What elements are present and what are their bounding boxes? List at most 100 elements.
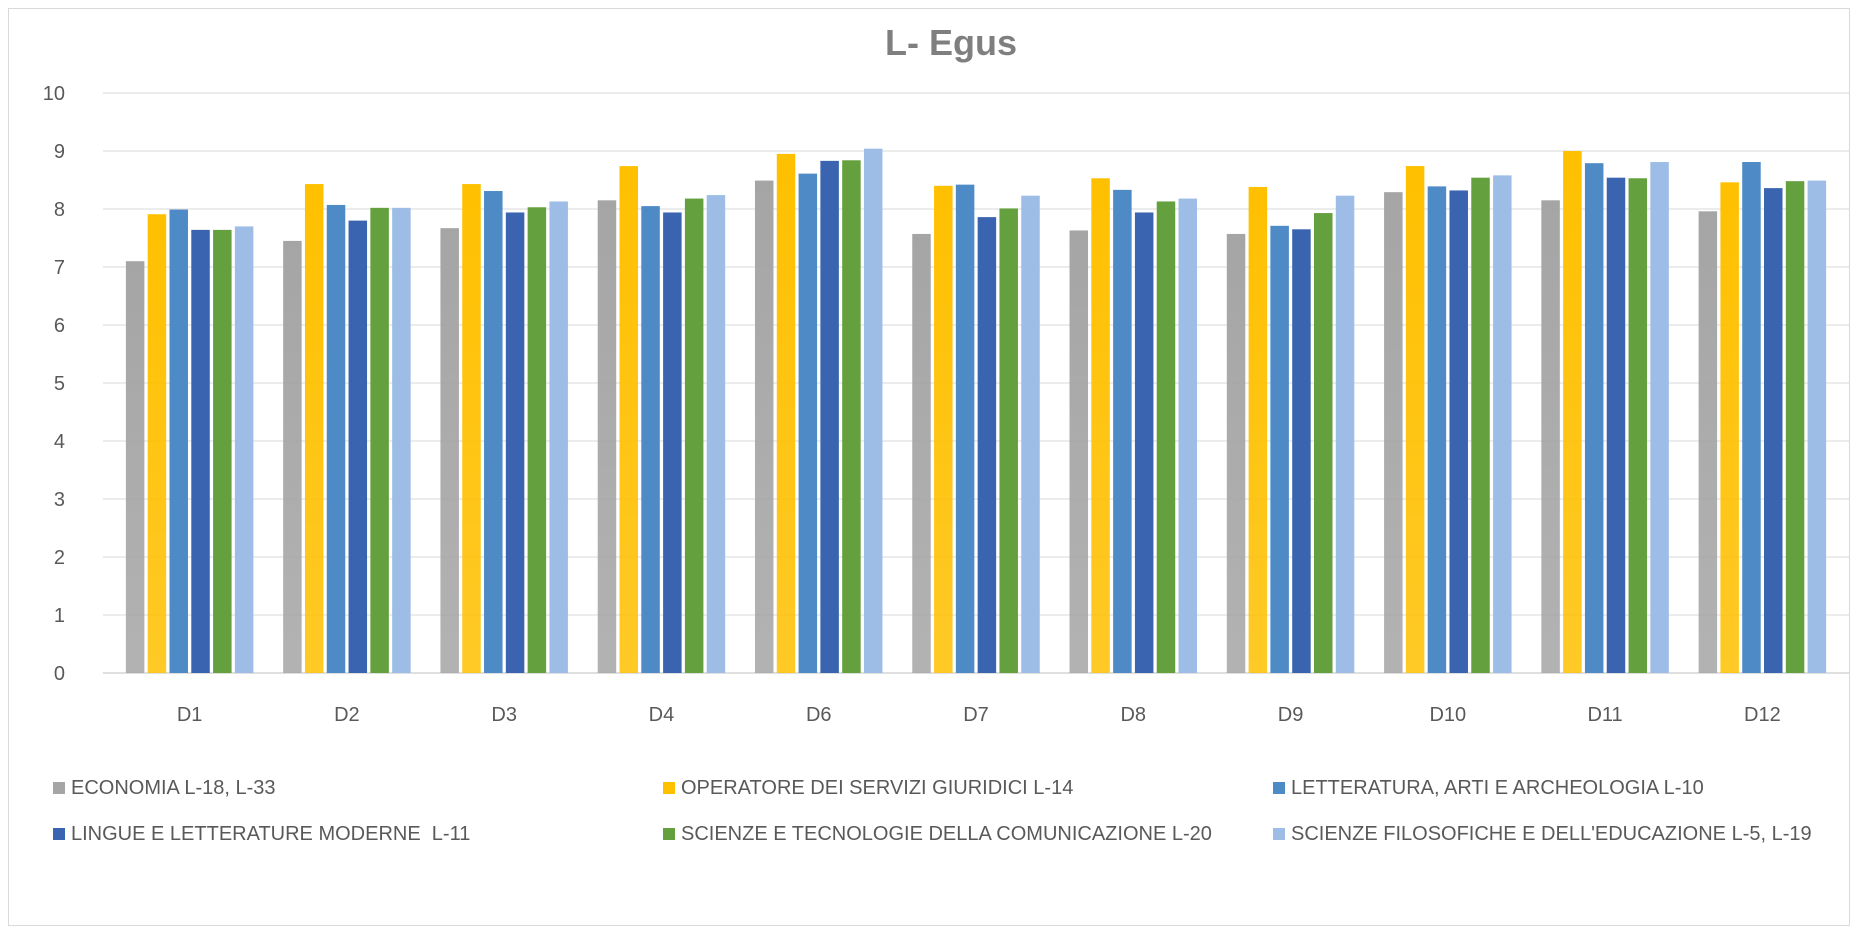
x-tick-label: D8 <box>1120 704 1146 726</box>
y-tick-label: 8 <box>54 199 65 221</box>
bar-chart: L- Egus 0 1 2 3 4 5 6 7 8 9 10 D1 D2 D3 D4 D6 D7 D8 D9 D10… <box>43 22 1849 845</box>
bar-d4-economia-l-18-l-33 <box>597 200 617 674</box>
bar-d1-scienze-e-tecnologie-della-comunicazione-l-20 <box>213 229 232 673</box>
bar-d11-scienze-filosofiche-e-dell-educazione-l-5-l-19 <box>1650 162 1669 673</box>
bar-d1-letteratura-arti-e-archeologia-l-10 <box>169 209 188 673</box>
bar-d9-letteratura-arti-e-archeologia-l-10 <box>1270 225 1289 673</box>
x-tick-label: D4 <box>649 704 675 726</box>
bar-d6-scienze-e-tecnologie-della-comunicazione-l-20 <box>842 160 861 673</box>
x-tick-label: D9 <box>1278 704 1304 726</box>
bar-d9-economia-l-18-l-33 <box>1226 233 1246 673</box>
bar-d8-lingue-e-letterature-moderne-l-11 <box>1134 212 1154 674</box>
bar-d7-operatore-dei-servizi-giuridici-l-14 <box>934 185 953 674</box>
bar-d7-scienze-e-tecnologie-della-comunicazione-l-20 <box>999 208 1018 674</box>
bar-d9-scienze-filosofiche-e-dell-educazione-l-5-l-19 <box>1335 195 1355 673</box>
x-tick-label: D6 <box>806 704 832 726</box>
bar-d7-lingue-e-letterature-moderne-l-11 <box>977 217 997 673</box>
legend-label-operatore-dei-servizi-giuridici-l-14: OPERATORE DEI SERVIZI GIURIDICI L-14 <box>681 777 1073 799</box>
bar-d12-operatore-dei-servizi-giuridici-l-14 <box>1720 182 1739 673</box>
bar-d8-scienze-filosofiche-e-dell-educazione-l-5-l-19 <box>1178 198 1198 673</box>
bar-d1-lingue-e-letterature-moderne-l-11 <box>191 229 210 673</box>
bar-d8-economia-l-18-l-33 <box>1069 230 1089 673</box>
bar-d4-scienze-filosofiche-e-dell-educazione-l-5-l-19 <box>706 195 726 673</box>
legend-swatch-economia-l-18-l-33 <box>53 782 65 794</box>
y-tick-label: 9 <box>54 141 65 163</box>
bar-d3-letteratura-arti-e-archeologia-l-10 <box>484 191 503 673</box>
bar-d6-scienze-filosofiche-e-dell-educazione-l-5-l-19 <box>863 148 883 673</box>
legend-swatch-scienze-filosofiche-e-dell-educazione-l-5-l-19 <box>1273 828 1285 840</box>
legend-swatch-lingue-e-letterature-moderne-l-11 <box>53 828 65 840</box>
x-tick-label: D11 <box>1587 704 1622 726</box>
x-tick-label: D7 <box>963 704 989 726</box>
x-tick-label: D10 <box>1429 704 1466 726</box>
bar-d2-economia-l-18-l-33 <box>283 240 302 673</box>
legend-label-economia-l-18-l-33: ECONOMIA L-18, L-33 <box>71 777 276 799</box>
bar-d12-letteratura-arti-e-archeologia-l-10 <box>1742 162 1761 673</box>
y-tick-label: 1 <box>54 605 65 627</box>
x-axis-tick-labels: D1 D2 D3 D4 D6 D7 D8 D9 D10 D11 D12 <box>177 704 1781 726</box>
y-tick-label: 7 <box>54 257 65 279</box>
bar-d4-letteratura-arti-e-archeologia-l-10 <box>641 206 660 673</box>
bar-d2-operatore-dei-servizi-giuridici-l-14 <box>304 184 324 673</box>
bar-d7-letteratura-arti-e-archeologia-l-10 <box>955 184 975 673</box>
legend-label-letteratura-arti-e-archeologia-l-10: LETTERATURA, ARTI E ARCHEOLOGIA L-10 <box>1291 777 1704 799</box>
bar-d12-economia-l-18-l-33 <box>1698 211 1718 673</box>
bars <box>125 148 1827 674</box>
chart-area: L- Egus 0 1 2 3 4 5 6 7 8 9 10 D1 D2 D3 D4 D6 D7 D8 D9 D10… <box>8 8 1850 926</box>
bar-d3-economia-l-18-l-33 <box>440 228 459 673</box>
bar-d9-operatore-dei-servizi-giuridici-l-14 <box>1248 186 1268 673</box>
y-tick-label: 10 <box>43 83 65 105</box>
bar-d4-lingue-e-letterature-moderne-l-11 <box>663 212 682 674</box>
y-tick-label: 0 <box>54 663 65 685</box>
bar-d6-lingue-e-letterature-moderne-l-11 <box>820 160 839 674</box>
bar-d10-operatore-dei-servizi-giuridici-l-14 <box>1405 166 1425 673</box>
bar-d10-lingue-e-letterature-moderne-l-11 <box>1449 190 1468 673</box>
bar-d2-lingue-e-letterature-moderne-l-11 <box>348 220 368 673</box>
y-tick-label: 5 <box>54 373 65 395</box>
bar-d1-scienze-filosofiche-e-dell-educazione-l-5-l-19 <box>234 226 254 673</box>
bar-d3-scienze-e-tecnologie-della-comunicazione-l-20 <box>527 207 547 673</box>
legend-swatch-letteratura-arti-e-archeologia-l-10 <box>1273 782 1285 794</box>
chart-title: L- Egus <box>885 22 1017 63</box>
bar-d1-operatore-dei-servizi-giuridici-l-14 <box>147 214 167 673</box>
legend: ECONOMIA L-18, L-33 OPERATORE DEI SERVIZI… <box>53 777 1812 845</box>
x-tick-label: D2 <box>334 704 360 726</box>
x-tick-label: D1 <box>177 704 203 726</box>
bar-d6-operatore-dei-servizi-giuridici-l-14 <box>776 153 796 673</box>
bar-d8-scienze-e-tecnologie-della-comunicazione-l-20 <box>1156 201 1176 673</box>
bar-d1-economia-l-18-l-33 <box>125 261 145 673</box>
bar-d11-letteratura-arti-e-archeologia-l-10 <box>1584 163 1604 673</box>
bar-d4-operatore-dei-servizi-giuridici-l-14 <box>619 166 639 673</box>
bar-d6-economia-l-18-l-33 <box>754 180 774 673</box>
bar-d6-letteratura-arti-e-archeologia-l-10 <box>798 173 818 673</box>
y-tick-label: 6 <box>54 315 65 337</box>
bar-d8-operatore-dei-servizi-giuridici-l-14 <box>1091 178 1110 673</box>
bar-d8-letteratura-arti-e-archeologia-l-10 <box>1113 189 1132 674</box>
x-tick-label: D3 <box>491 704 517 726</box>
legend-label-scienze-filosofiche-e-dell-educazione-l-5-l-19: SCIENZE FILOSOFICHE E DELL'EDUCAZIONE L-… <box>1291 823 1812 845</box>
x-tick-label: D12 <box>1744 704 1781 726</box>
bar-d12-scienze-e-tecnologie-della-comunicazione-l-20 <box>1785 181 1805 673</box>
y-tick-label: 2 <box>54 547 65 569</box>
bar-d3-operatore-dei-servizi-giuridici-l-14 <box>462 184 481 673</box>
bar-d2-letteratura-arti-e-archeologia-l-10 <box>326 204 346 673</box>
y-axis-tick-labels: 0 1 2 3 4 5 6 7 8 9 10 <box>43 83 65 685</box>
bar-d11-operatore-dei-servizi-giuridici-l-14 <box>1563 151 1582 673</box>
bar-d2-scienze-e-tecnologie-della-comunicazione-l-20 <box>370 207 389 673</box>
y-tick-label: 4 <box>54 431 65 453</box>
bar-d3-lingue-e-letterature-moderne-l-11 <box>505 212 525 674</box>
bar-d10-scienze-e-tecnologie-della-comunicazione-l-20 <box>1471 177 1490 673</box>
bar-d11-economia-l-18-l-33 <box>1541 200 1560 674</box>
bar-d4-scienze-e-tecnologie-della-comunicazione-l-20 <box>684 198 704 673</box>
bar-d11-lingue-e-letterature-moderne-l-11 <box>1606 177 1626 673</box>
y-tick-label: 3 <box>54 489 65 511</box>
legend-label-lingue-e-letterature-moderne-l-11: LINGUE E LETTERATURE MODERNE L-11 <box>71 823 470 845</box>
legend-swatch-operatore-dei-servizi-giuridici-l-14 <box>663 782 675 794</box>
bar-d12-scienze-filosofiche-e-dell-educazione-l-5-l-19 <box>1807 180 1827 673</box>
bar-d7-economia-l-18-l-33 <box>912 233 931 673</box>
legend-swatch-scienze-e-tecnologie-della-comunicazione-l-20 <box>663 828 675 840</box>
bar-d11-scienze-e-tecnologie-della-comunicazione-l-20 <box>1628 178 1648 673</box>
bar-d10-letteratura-arti-e-archeologia-l-10 <box>1427 186 1447 673</box>
bar-d7-scienze-filosofiche-e-dell-educazione-l-5-l-19 <box>1021 195 1040 673</box>
legend-label-scienze-e-tecnologie-della-comunicazione-l-20: SCIENZE E TECNOLOGIE DELLA COMUNICAZIONE… <box>681 823 1212 845</box>
